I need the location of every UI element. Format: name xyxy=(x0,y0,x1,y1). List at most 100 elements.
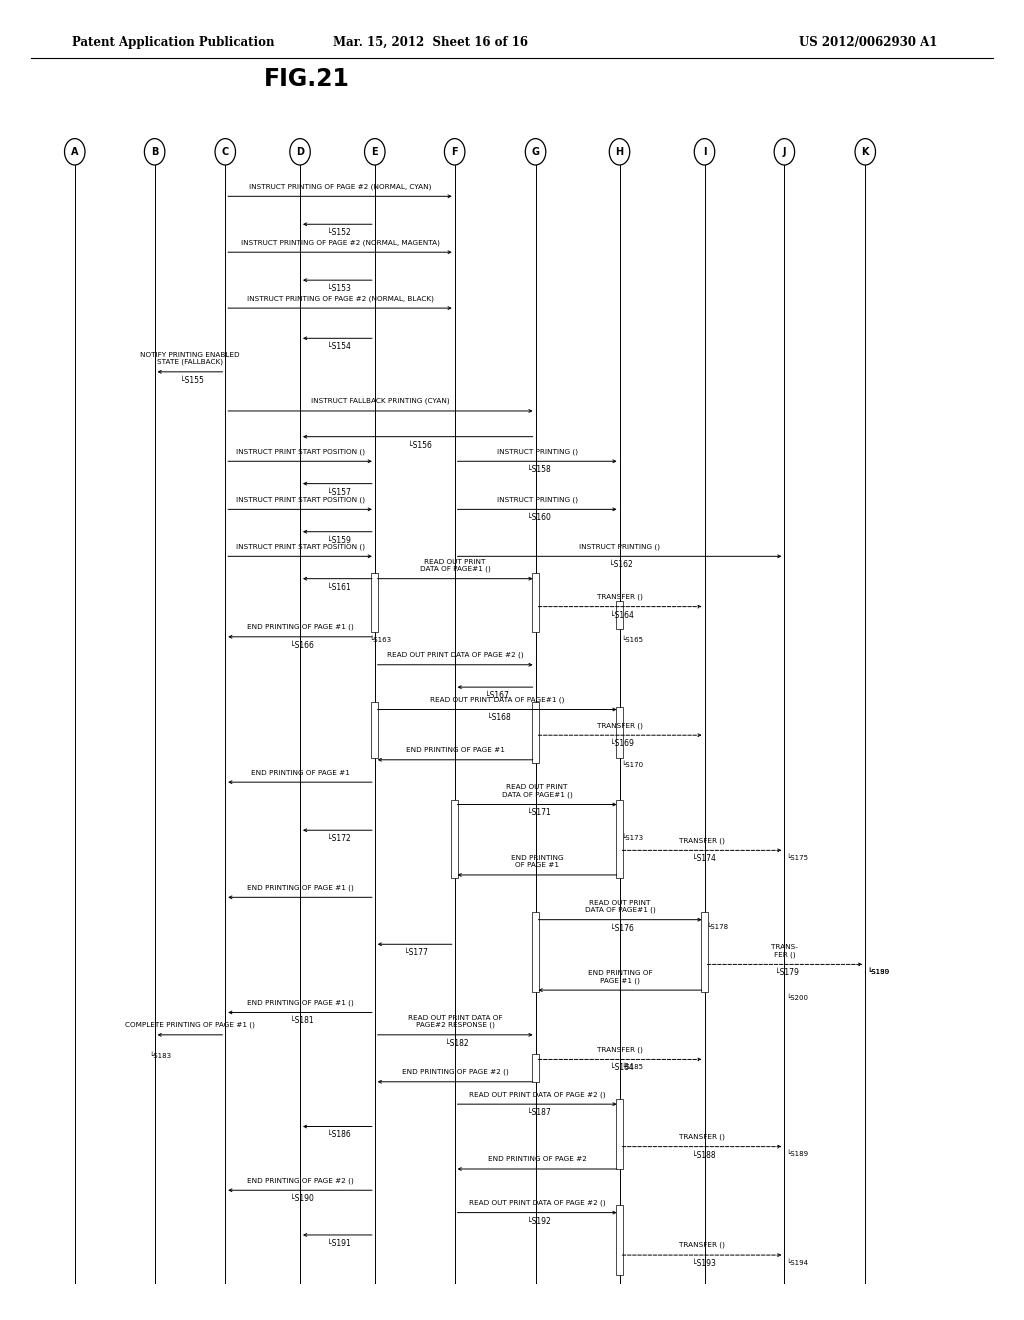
Text: NOTIFY PRINTING ENABLED
STATE (FALLBACK): NOTIFY PRINTING ENABLED STATE (FALLBACK) xyxy=(140,351,240,366)
Text: INSTRUCT PRINTING (): INSTRUCT PRINTING () xyxy=(497,496,578,503)
Text: TRANSFER (): TRANSFER () xyxy=(679,1242,725,1249)
Text: └S161: └S161 xyxy=(328,582,351,591)
Text: └S167: └S167 xyxy=(485,692,509,700)
Text: READ OUT PRINT DATA OF PAGE#1 (): READ OUT PRINT DATA OF PAGE#1 () xyxy=(430,697,564,702)
Text: └S153: └S153 xyxy=(328,284,351,293)
Text: └S181: └S181 xyxy=(290,1016,313,1026)
Text: END PRINTING OF PAGE #1 (): END PRINTING OF PAGE #1 () xyxy=(247,999,353,1006)
Bar xyxy=(371,702,379,758)
Text: └S159: └S159 xyxy=(328,536,351,545)
Text: G: G xyxy=(531,147,540,157)
Text: END PRINTING OF PAGE #2: END PRINTING OF PAGE #2 xyxy=(487,1156,587,1163)
Text: B: B xyxy=(151,147,159,157)
Text: └S164: └S164 xyxy=(609,611,634,619)
Text: END PRINTING OF PAGE #2 (): END PRINTING OF PAGE #2 () xyxy=(247,1177,353,1184)
Text: END PRINTING OF
PAGE #1 (): END PRINTING OF PAGE #1 () xyxy=(588,970,652,983)
Text: END PRINTING OF PAGE #1: END PRINTING OF PAGE #1 xyxy=(251,770,349,776)
Text: FIG.21: FIG.21 xyxy=(264,67,350,91)
Text: └S190: └S190 xyxy=(290,1195,313,1204)
Text: READ OUT PRINT
DATA OF PAGE#1 (): READ OUT PRINT DATA OF PAGE#1 () xyxy=(502,784,572,797)
Text: └S186: └S186 xyxy=(328,1130,351,1139)
Text: TRANSFER (): TRANSFER () xyxy=(597,1047,643,1053)
Text: END PRINTING OF PAGE #2 (): END PRINTING OF PAGE #2 () xyxy=(401,1069,509,1076)
Bar xyxy=(532,912,540,993)
Text: └S157: └S157 xyxy=(328,487,351,496)
Text: └S199: └S199 xyxy=(867,969,890,975)
Text: └S155: └S155 xyxy=(180,376,204,385)
Text: INSTRUCT PRINTING OF PAGE #2 (NORMAL, MAGENTA): INSTRUCT PRINTING OF PAGE #2 (NORMAL, MA… xyxy=(241,239,439,246)
Text: D: D xyxy=(296,147,304,157)
Bar xyxy=(532,1053,540,1082)
Text: H: H xyxy=(615,147,624,157)
Text: └S187: └S187 xyxy=(526,1107,551,1117)
Text: └S200: └S200 xyxy=(786,994,808,1001)
Text: └S152: └S152 xyxy=(328,228,351,238)
Text: INSTRUCT PRINTING OF PAGE #2 (NORMAL, CYAN): INSTRUCT PRINTING OF PAGE #2 (NORMAL, CY… xyxy=(249,183,431,190)
Text: END PRINTING OF PAGE #1 (): END PRINTING OF PAGE #1 () xyxy=(247,624,353,630)
Text: F: F xyxy=(452,147,458,157)
Text: TRANSFER (): TRANSFER () xyxy=(597,722,643,729)
Text: └S165: └S165 xyxy=(622,636,643,643)
Text: C: C xyxy=(221,147,229,157)
Bar xyxy=(616,601,623,630)
Text: COMPLETE PRINTING OF PAGE #1 (): COMPLETE PRINTING OF PAGE #1 () xyxy=(125,1022,255,1028)
Bar xyxy=(371,573,379,632)
Text: TRANS-
FER (): TRANS- FER () xyxy=(771,944,799,958)
Text: TRANSFER (): TRANSFER () xyxy=(597,594,643,601)
Text: └S171: └S171 xyxy=(526,808,551,817)
Text: └S163: └S163 xyxy=(370,636,392,643)
Bar xyxy=(532,573,540,632)
Text: INSTRUCT PRINTING OF PAGE #2 (NORMAL, BLACK): INSTRUCT PRINTING OF PAGE #2 (NORMAL, BL… xyxy=(247,294,433,301)
Text: READ OUT PRINT DATA OF PAGE #2 (): READ OUT PRINT DATA OF PAGE #2 () xyxy=(469,1092,605,1097)
Text: INSTRUCT PRINTING (): INSTRUCT PRINTING () xyxy=(579,544,660,549)
Text: └S193: └S193 xyxy=(692,1259,716,1269)
Text: └S185: └S185 xyxy=(622,1064,643,1071)
Text: E: E xyxy=(372,147,378,157)
Text: END PRINTING
OF PAGE #1: END PRINTING OF PAGE #1 xyxy=(511,855,563,869)
Text: └S166: └S166 xyxy=(290,640,313,649)
Text: END PRINTING OF PAGE #1: END PRINTING OF PAGE #1 xyxy=(406,747,505,754)
Text: INSTRUCT PRINT START POSITION (): INSTRUCT PRINT START POSITION () xyxy=(236,544,365,549)
Text: └S154: └S154 xyxy=(328,342,351,351)
Bar xyxy=(451,800,459,878)
Text: K: K xyxy=(861,147,869,157)
Text: └S156: └S156 xyxy=(408,441,431,450)
Text: └S172: └S172 xyxy=(328,834,351,843)
Text: └S189: └S189 xyxy=(786,1151,809,1158)
Text: └S162: └S162 xyxy=(609,560,633,569)
Text: US 2012/0062930 A1: US 2012/0062930 A1 xyxy=(799,36,937,49)
Bar xyxy=(700,912,709,993)
Text: └S192: └S192 xyxy=(526,1217,551,1225)
Text: └S170: └S170 xyxy=(622,762,644,768)
Text: Patent Application Publication: Patent Application Publication xyxy=(72,36,274,49)
Text: └S175: └S175 xyxy=(786,854,808,861)
Text: READ OUT PRINT
DATA OF PAGE#1 (): READ OUT PRINT DATA OF PAGE#1 () xyxy=(585,899,655,913)
Text: INSTRUCT PRINT START POSITION (): INSTRUCT PRINT START POSITION () xyxy=(236,496,365,503)
Text: END PRINTING OF PAGE #1 (): END PRINTING OF PAGE #1 () xyxy=(247,884,353,891)
Text: └S158: └S158 xyxy=(526,465,551,474)
Text: INSTRUCT PRINTING (): INSTRUCT PRINTING () xyxy=(497,449,578,454)
Text: INSTRUCT FALLBACK PRINTING (CYAN): INSTRUCT FALLBACK PRINTING (CYAN) xyxy=(311,397,450,404)
Text: READ OUT PRINT DATA OF PAGE #2 (): READ OUT PRINT DATA OF PAGE #2 () xyxy=(387,652,523,659)
Text: READ OUT PRINT DATA OF
PAGE#2 RESPONSE (): READ OUT PRINT DATA OF PAGE#2 RESPONSE (… xyxy=(408,1015,503,1028)
Text: └S176: └S176 xyxy=(609,924,634,933)
Text: TRANSFER (): TRANSFER () xyxy=(679,837,725,843)
Text: Mar. 15, 2012  Sheet 16 of 16: Mar. 15, 2012 Sheet 16 of 16 xyxy=(333,36,527,49)
Text: READ OUT PRINT DATA OF PAGE #2 (): READ OUT PRINT DATA OF PAGE #2 () xyxy=(469,1200,605,1206)
Text: └S179: └S179 xyxy=(774,969,799,977)
Text: └S168: └S168 xyxy=(487,713,511,722)
Text: TRANSFER (): TRANSFER () xyxy=(679,1134,725,1140)
Text: READ OUT PRINT
DATA OF PAGE#1 (): READ OUT PRINT DATA OF PAGE#1 () xyxy=(420,558,490,572)
Text: └S183: └S183 xyxy=(150,1052,172,1059)
Text: J: J xyxy=(782,147,786,157)
Bar xyxy=(616,1098,623,1170)
Bar xyxy=(616,1205,623,1275)
Text: └S177: └S177 xyxy=(404,948,428,957)
Text: └S182: └S182 xyxy=(444,1039,469,1048)
Bar xyxy=(532,702,540,763)
Text: └S178: └S178 xyxy=(707,924,729,931)
Bar xyxy=(616,800,623,878)
Bar xyxy=(616,708,623,758)
Text: └S173: └S173 xyxy=(622,834,644,841)
Text: └S188: └S188 xyxy=(692,1151,716,1159)
